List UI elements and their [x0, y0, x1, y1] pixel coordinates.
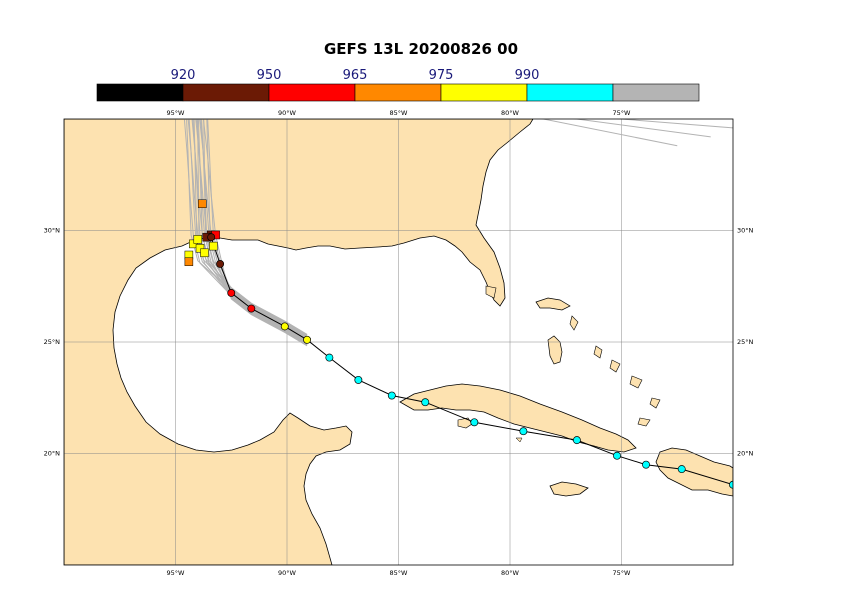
ensemble-track-line — [206, 119, 308, 337]
ensemble-track-line — [573, 119, 711, 138]
axis-ticks: 95°W 95°W 90°W 90°W 85°W 85°W 80°W 80°W 75°W 75°W… — [44, 109, 754, 577]
lon-label-top: 85°W — [390, 109, 409, 117]
ensemble-track-line — [615, 119, 733, 129]
lat-label-left: 25°N — [44, 338, 61, 346]
track-point — [216, 260, 225, 268]
legend-label: 975 — [429, 68, 454, 83]
land-jamaica — [549, 481, 589, 497]
ensemble-track-line — [192, 119, 308, 341]
track-point — [729, 480, 733, 489]
lat-label-right: 20°N — [737, 450, 754, 458]
track-point — [642, 460, 650, 469]
track-point — [387, 391, 396, 400]
track-point — [247, 304, 256, 313]
track-point — [613, 451, 621, 460]
ensemble-landfall-marker — [200, 248, 209, 258]
ensemble-track-line — [193, 119, 308, 337]
track-point — [227, 288, 236, 297]
legend-label: 990 — [515, 68, 540, 83]
lat-label-left: 20°N — [44, 450, 61, 458]
map-title: GEFS 13L 20200826 00 — [323, 40, 519, 58]
ensemble-track-line — [197, 119, 308, 335]
track-point — [303, 335, 312, 344]
lat-label-right: 30°N — [737, 227, 754, 235]
lon-label-bottom: 85°W — [390, 569, 409, 577]
lon-label-bottom: 95°W — [167, 569, 186, 577]
map-frame — [63, 118, 734, 566]
ensemble-tracks — [183, 119, 733, 347]
legend-bin — [612, 83, 700, 102]
track-point — [470, 418, 479, 427]
track-point — [354, 375, 363, 384]
track-point — [519, 427, 528, 436]
lon-label-top: 95°W — [167, 109, 186, 117]
land-andros — [547, 335, 563, 365]
track-point — [677, 465, 686, 474]
ensemble-landfall-marker — [209, 241, 218, 251]
graticule — [64, 119, 733, 565]
ensemble-landfall-marker — [189, 239, 198, 249]
ensemble-landfall-marker — [195, 244, 205, 253]
ensemble-landfall-marker — [193, 235, 203, 244]
ensemble-landfall-marker — [198, 199, 207, 208]
ensemble-track-line — [540, 119, 678, 147]
lon-label-bottom: 90°W — [278, 569, 297, 577]
forecast-track — [184, 199, 733, 489]
lat-label-left: 30°N — [44, 227, 61, 235]
land-bahamas-north — [535, 297, 571, 311]
track-point — [207, 233, 216, 242]
lon-label-top: 75°W — [613, 109, 632, 117]
legend-label: 965 — [343, 68, 368, 83]
lon-label-bottom: 80°W — [501, 569, 520, 577]
ensemble-track-line — [186, 119, 308, 339]
track-point — [280, 322, 289, 331]
track-point — [572, 436, 581, 445]
track-point — [421, 398, 430, 407]
lon-label-top: 90°W — [278, 109, 297, 117]
land-isla-juventud — [457, 417, 473, 429]
pressure-legend: 920 950 965 975 990 — [96, 68, 700, 102]
lon-label-top: 80°W — [501, 109, 520, 117]
land-hispaniola — [655, 447, 733, 497]
land-cuba — [399, 383, 637, 453]
legend-label: 950 — [257, 68, 282, 83]
legend-label: 920 — [171, 68, 196, 83]
ensemble-track-line — [197, 119, 308, 338]
lon-label-bottom: 75°W — [613, 569, 632, 577]
track-point — [325, 353, 334, 362]
ensemble-landfall-marker — [184, 257, 194, 266]
ensemble-track-line — [203, 119, 308, 336]
lat-label-right: 25°N — [737, 338, 754, 346]
